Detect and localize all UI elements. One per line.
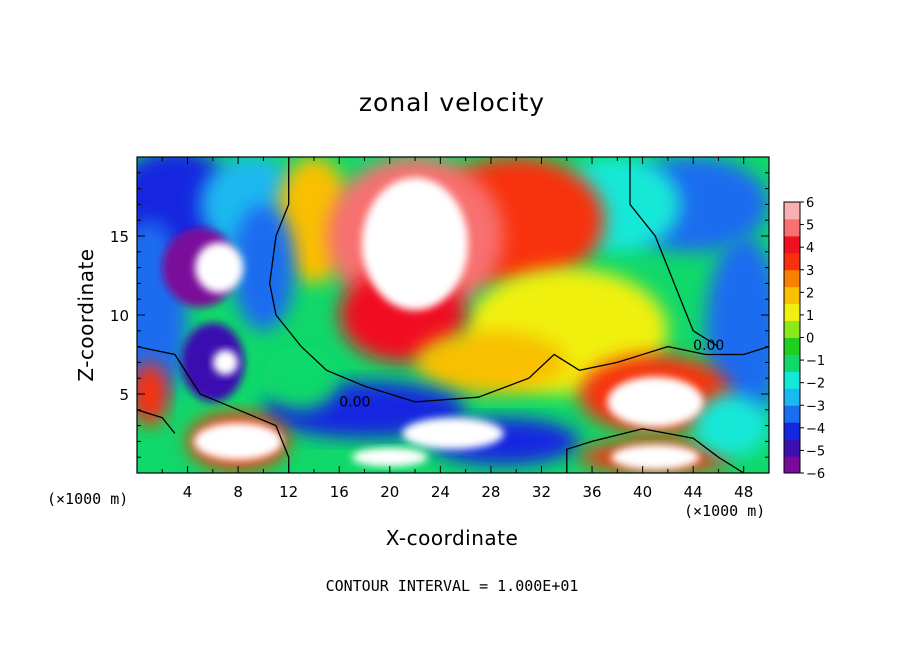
colorbar-tick-label: −2 [806, 377, 825, 392]
contour-label: 0.00 [339, 395, 370, 411]
colorbar-swatch [784, 388, 800, 406]
x-tick-label: 24 [431, 483, 450, 501]
x-tick-label: 32 [532, 483, 551, 501]
colorbar-tick-label: 2 [806, 286, 814, 301]
x-tick-label: 40 [633, 483, 652, 501]
heat-blob [137, 362, 169, 426]
colorbar-tick-label: −1 [806, 354, 825, 369]
above-max-region [607, 376, 704, 428]
colorbar-tick-label: −6 [806, 467, 825, 482]
contour-interval-note: CONTOUR INTERVAL = 1.000E+01 [325, 577, 579, 595]
colorbar-tick-label: 5 [806, 219, 814, 234]
colorbar-swatch [784, 252, 800, 271]
colorbar-swatch [784, 269, 800, 288]
x-tick-label: 36 [582, 483, 601, 501]
colorbar-tick-label: 6 [806, 196, 814, 211]
x-tick-label: 48 [734, 483, 753, 501]
x-tick-label: 16 [330, 483, 349, 501]
x-tick-label: 44 [684, 483, 703, 501]
x-axis-label: X-coordinate [385, 526, 519, 550]
x-tick-label: 12 [279, 483, 298, 501]
y-axis-label: Z-coordinate [74, 248, 98, 382]
contour-label: 0.00 [693, 338, 724, 354]
colorbar: 6 5 4 3 2 1 0 −1 −2 −3 −4 −5 −6 [783, 196, 825, 482]
heat-blob [693, 394, 769, 458]
colorbar-swatch [784, 286, 800, 305]
zero-contour-line [137, 345, 290, 473]
colorbar-tick-label: −4 [806, 422, 825, 437]
zero-contour-line [269, 157, 769, 403]
colorbar-swatch [784, 456, 800, 474]
x-unit-label-left: (×1000 m) [47, 490, 129, 508]
above-max-region [361, 177, 469, 311]
colorbar-swatch [784, 422, 800, 440]
heatmap-field [137, 157, 769, 473]
colorbar-swatch [784, 218, 800, 237]
colorbar-tick-label: 3 [806, 264, 814, 279]
x-tick-label: 20 [380, 483, 399, 501]
heat-blob [231, 204, 295, 331]
colorbar-swatch [784, 405, 800, 423]
heat-blob [263, 346, 340, 410]
colorbar-swatch [784, 202, 800, 220]
above-max-region [195, 242, 244, 293]
colorbar-swatch [784, 320, 800, 338]
colorbar-swatch [784, 371, 800, 389]
above-max-region [402, 417, 504, 450]
y-tick-label: 15 [110, 228, 129, 246]
above-max-region [193, 422, 283, 461]
above-max-region [611, 444, 700, 470]
heat-blob [415, 330, 567, 394]
x-tick-label: 8 [233, 483, 243, 501]
x-tick-label: 28 [481, 483, 500, 501]
colorbar-tick-label: 1 [806, 309, 814, 324]
zero-contour-line [137, 409, 176, 434]
y-tick-label: 5 [119, 386, 129, 404]
chart-title: zonal velocity [358, 88, 546, 117]
colorbar-tick-label: −5 [806, 444, 825, 459]
zero-contour-line [566, 428, 745, 473]
x-unit-label-right: (×1000 m) [684, 502, 766, 520]
colorbar-tick-label: −3 [806, 399, 825, 414]
above-max-region [212, 349, 239, 376]
colorbar-swatch [784, 354, 800, 372]
colorbar-swatch [784, 337, 800, 355]
x-tick-label: 4 [183, 483, 193, 501]
colorbar-swatch [784, 303, 800, 322]
y-tick-label: 10 [110, 307, 129, 325]
contour-lines: 0.00 0.00 [137, 157, 769, 473]
colorbar-swatch [784, 439, 800, 457]
above-max-region [351, 447, 428, 467]
colorbar-tick-label: 0 [806, 332, 814, 347]
colorbar-tick-label: 4 [806, 241, 814, 256]
colorbar-swatch [784, 235, 800, 254]
zero-contour-line [629, 157, 719, 348]
